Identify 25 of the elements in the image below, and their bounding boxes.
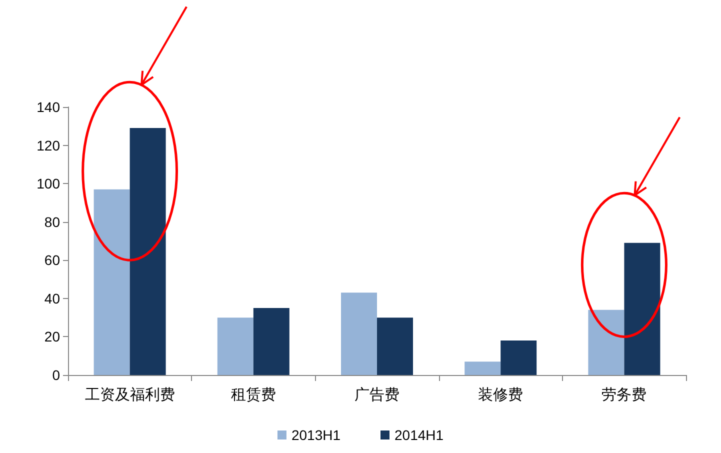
bar (217, 318, 254, 375)
y-tick-label: 0 (52, 367, 60, 383)
y-tick-label: 40 (44, 290, 60, 306)
x-tick-label: 劳务费 (602, 386, 647, 404)
y-tick-label: 140 (36, 99, 60, 115)
legend-label: 2014H1 (394, 427, 444, 443)
legend-label: 2013H1 (291, 427, 341, 443)
bar (341, 292, 377, 375)
bar (130, 128, 166, 375)
y-tick-label: 80 (44, 214, 60, 230)
bar (253, 308, 290, 375)
bar (588, 310, 624, 375)
y-tick-label: 100 (36, 176, 60, 192)
bar (464, 362, 501, 375)
y-tick-label: 60 (44, 252, 60, 268)
y-tick-label: 120 (36, 137, 60, 154)
bar (94, 189, 130, 375)
x-tick-label: 工资及福利费 (84, 386, 175, 404)
bar (500, 340, 537, 375)
x-tick-label: 广告费 (354, 386, 400, 404)
bar (377, 318, 413, 375)
x-tick-label: 装修费 (478, 386, 524, 404)
y-tick-label: 20 (44, 328, 60, 345)
bar (624, 242, 660, 375)
x-tick-label: 租赁费 (230, 386, 276, 404)
